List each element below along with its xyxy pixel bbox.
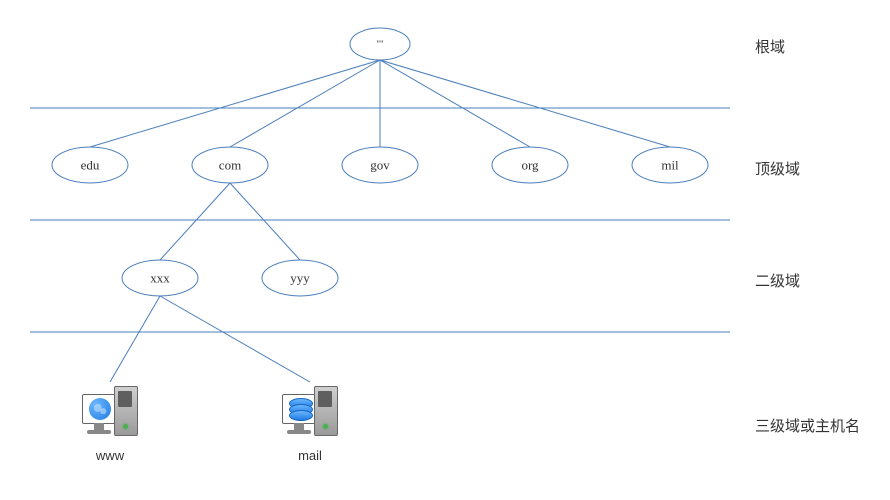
node-org: org bbox=[521, 158, 539, 173]
node-mil: mil bbox=[661, 158, 679, 173]
server-www-icon bbox=[82, 382, 138, 438]
level-label-0: 根域 bbox=[755, 36, 785, 57]
level-label-2: 二级域 bbox=[755, 270, 800, 291]
node-mail: mail bbox=[298, 448, 322, 463]
level-label-3: 三级域或主机名 bbox=[755, 415, 860, 436]
node-yyy: yyy bbox=[290, 271, 310, 286]
node-edu: edu bbox=[81, 158, 100, 173]
node-www: www bbox=[96, 448, 124, 463]
server-mail-icon bbox=[282, 382, 338, 438]
node-root: "" bbox=[376, 39, 384, 49]
node-xxx: xxx bbox=[150, 271, 170, 286]
node-com: com bbox=[219, 158, 241, 173]
level-label-1: 顶级域 bbox=[755, 158, 800, 179]
node-gov: gov bbox=[370, 158, 390, 173]
